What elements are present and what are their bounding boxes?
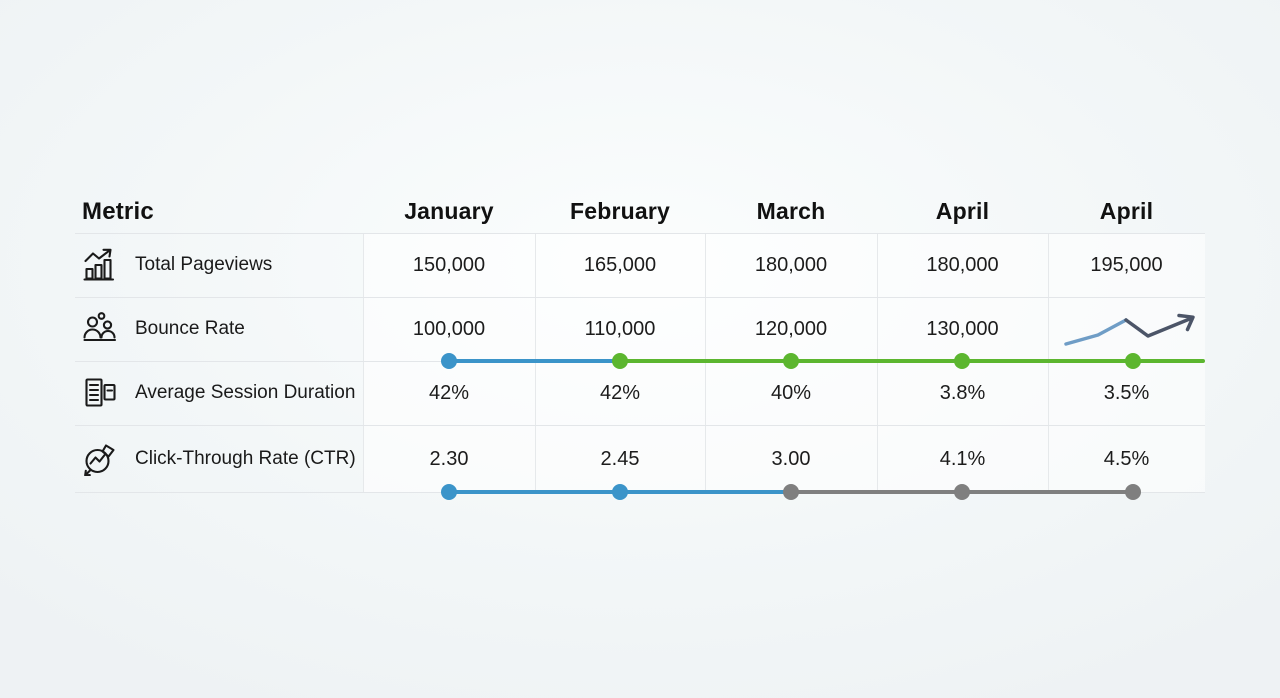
cell-ctr-april-2: 4.5%	[1103, 447, 1150, 470]
progress-dot-january	[441, 353, 457, 369]
cell-pageviews-january: 150,000	[412, 253, 486, 276]
cell-bounce-april-1: 130,000	[926, 317, 999, 340]
table-row-label-avg-session: Average Session Duration	[75, 361, 363, 425]
progress-dot-april-2	[1125, 484, 1141, 500]
metric-label: Total Pageviews	[135, 254, 273, 275]
cell-ctr-february: 2.45	[600, 447, 640, 470]
column-header-april-2: April	[1099, 198, 1154, 224]
progress-dot-january	[441, 484, 457, 500]
column-header-january: January	[404, 198, 494, 224]
column-header-metric: Metric	[82, 197, 154, 225]
cell-bounce-january: 100,000	[412, 317, 486, 340]
progress-dot-february	[612, 353, 628, 369]
cell-pageviews-april-1: 180,000	[926, 253, 999, 276]
column-divider	[705, 233, 706, 493]
row-divider	[75, 425, 1205, 426]
table-row-label-bounce-rate: Bounce Rate	[75, 297, 363, 361]
metrics-table: Metric January February March April Apri…	[75, 190, 1205, 500]
column-header-march: March	[756, 198, 826, 224]
progress-dot-april-1	[954, 484, 970, 500]
cell-bounce-march: 120,000	[754, 317, 828, 340]
cell-bounce-february: 110,000	[584, 317, 656, 340]
progress-dot-february	[612, 484, 628, 500]
column-divider	[363, 233, 364, 493]
cell-pageviews-february: 165,000	[583, 253, 657, 276]
trend-sparkline	[1064, 313, 1195, 346]
column-header-february: February	[569, 198, 671, 224]
cell-ctr-march: 3.00	[771, 447, 811, 470]
column-divider	[877, 233, 878, 493]
cell-ctr-january: 2.30	[429, 447, 469, 470]
metric-label: Average Session Duration	[135, 382, 356, 403]
cell-session-january: 42%	[428, 381, 470, 404]
audience-icon	[80, 311, 120, 347]
cell-session-april-1: 3.8%	[939, 381, 986, 404]
progress-dot-april-2	[1125, 353, 1141, 369]
cell-pageviews-april-2: 195,000	[1090, 253, 1163, 276]
row-divider	[75, 297, 1205, 298]
table-row-label-total-pageviews: Total Pageviews	[75, 233, 363, 297]
metric-label: Bounce Rate	[135, 318, 245, 339]
progress-dot-march	[783, 353, 799, 369]
column-divider	[1048, 233, 1049, 493]
progress-dot-april-1	[954, 353, 970, 369]
documents-icon	[80, 375, 120, 411]
cell-session-february: 42%	[599, 381, 641, 404]
cell-session-april-2: 3.5%	[1103, 381, 1150, 404]
column-divider	[535, 233, 536, 493]
metric-label: Click-Through Rate (CTR)	[135, 448, 356, 469]
table-row-label-ctr: Click-Through Rate (CTR)	[75, 425, 363, 493]
progress-dot-march	[783, 484, 799, 500]
cell-session-march: 40%	[770, 381, 812, 404]
row-divider	[75, 233, 1205, 234]
cell-pageviews-march: 180,000	[754, 253, 828, 276]
column-header-april-1: April	[935, 198, 990, 224]
bar-chart-trend-icon	[80, 247, 120, 283]
pen-scribble-icon	[80, 441, 120, 477]
cell-ctr-april-1: 4.1%	[939, 447, 986, 470]
